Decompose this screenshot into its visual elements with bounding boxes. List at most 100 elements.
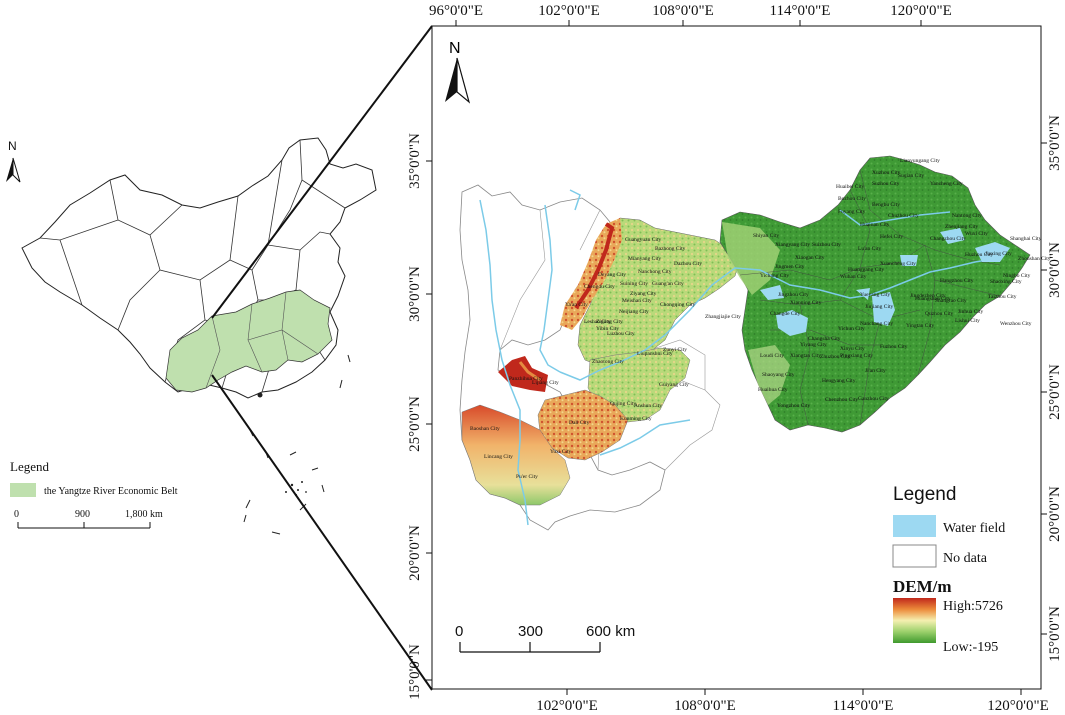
city-label: Kunming City bbox=[620, 416, 652, 422]
dem-title: DEM/m bbox=[893, 577, 952, 596]
city-label: Qujing City bbox=[610, 401, 636, 407]
city-label: Mianyang City bbox=[628, 256, 661, 262]
city-label: Shaoxing City bbox=[990, 279, 1022, 285]
inset-belt-region bbox=[165, 289, 333, 393]
city-label: Lincang City bbox=[484, 454, 513, 460]
city-label: Nanchang City bbox=[860, 321, 893, 327]
city-label: Nanchong City bbox=[638, 269, 672, 275]
city-label: Suizhou City bbox=[812, 242, 841, 248]
city-label: Loudi City bbox=[760, 353, 784, 359]
city-label: Chengdu City bbox=[584, 284, 615, 290]
city-label: Ya'an City bbox=[565, 302, 588, 308]
china-outline bbox=[21, 137, 377, 399]
city-label: Hangzhou City bbox=[940, 278, 974, 284]
city-label: Jingdezhen City bbox=[910, 293, 946, 299]
city-label: Fuyang City bbox=[838, 209, 866, 215]
inset-scale-900: 900 bbox=[75, 509, 90, 520]
city-label: Huanggang City bbox=[848, 267, 884, 273]
main-scale-0: 0 bbox=[455, 623, 463, 640]
city-label: Changsha City bbox=[808, 336, 841, 342]
city-label: Fuzhou City bbox=[880, 344, 908, 350]
inset-scale-bar bbox=[17, 522, 151, 529]
yunnan-southwest-region bbox=[461, 404, 571, 506]
no-data-swatch bbox=[892, 544, 937, 568]
city-label: Shanghai City bbox=[1010, 236, 1042, 242]
city-label: Shaoyang City bbox=[762, 372, 795, 378]
main-scale-300: 300 bbox=[518, 623, 543, 640]
rivers bbox=[479, 189, 1001, 526]
main-map-frame bbox=[431, 25, 1042, 690]
city-label: Meishan City bbox=[622, 298, 652, 304]
inset-legend-title: Legend bbox=[10, 459, 49, 474]
right-tick-30n: 30°0'0"N bbox=[1047, 242, 1063, 298]
city-label: Pu'er City bbox=[516, 474, 538, 480]
left-tick-25n: 25°0'0"N bbox=[407, 396, 423, 452]
city-label: Jiaxing City bbox=[985, 251, 1012, 257]
main-legend: Legend Water field No data DEM/m High:57… bbox=[892, 484, 1005, 655]
city-label: Xinyu City bbox=[840, 346, 865, 352]
city-label: Lishui City bbox=[955, 318, 980, 324]
lijiang-high-region bbox=[498, 356, 548, 392]
city-label: Leshan City bbox=[584, 319, 611, 325]
city-label: Zhaotong City bbox=[592, 359, 624, 365]
city-label: Yichang City bbox=[760, 273, 789, 279]
dem-high-label: High:5726 bbox=[943, 599, 1003, 614]
city-label: Anshun City bbox=[634, 403, 662, 409]
inset-scale-1800: 1,800 km bbox=[125, 509, 163, 520]
left-tick-20n: 20°0'0"N bbox=[407, 525, 423, 581]
left-tick-15n: 15°0'0"N bbox=[407, 644, 423, 700]
city-label: Changzhou City bbox=[930, 236, 966, 242]
city-label: Deyang City bbox=[598, 272, 626, 278]
city-label: Dali City bbox=[569, 420, 590, 426]
left-tick-30n: 30°0'0"N bbox=[407, 266, 423, 322]
city-label: Taizhou City bbox=[988, 294, 1017, 300]
city-label: Liupanshui City bbox=[637, 351, 673, 357]
city-label: Guiyang City bbox=[659, 382, 689, 388]
top-tick-120e: 120°0'0"E bbox=[890, 3, 952, 19]
city-label: Ji'an City bbox=[865, 368, 886, 374]
inset-legend-label: the Yangtze River Economic Belt bbox=[44, 486, 178, 497]
main-map: 96°0'0"E 102°0'0"E 108°0'0"E 114°0'0"E 1… bbox=[407, 3, 1063, 714]
city-label: Yueyang City bbox=[860, 292, 890, 298]
city-label: Zunyi City bbox=[663, 347, 687, 353]
city-label: Bozhou City bbox=[838, 196, 866, 202]
city-label: Suining City bbox=[620, 281, 648, 287]
city-label: Neijiang City bbox=[619, 309, 649, 315]
city-label: Suqian City bbox=[898, 173, 924, 179]
city-label: Bazhong City bbox=[655, 246, 686, 252]
city-label: Xiangyang City bbox=[775, 242, 810, 248]
main-scale-bar bbox=[459, 642, 601, 653]
city-label: Zhuzhou City bbox=[820, 354, 851, 360]
city-label: Jingzhou City bbox=[778, 292, 809, 298]
bottom-tick-114e: 114°0'0"E bbox=[833, 698, 894, 714]
city-label: Zhenjiang City bbox=[945, 224, 978, 230]
right-tick-25n: 25°0'0"N bbox=[1047, 364, 1063, 420]
bottom-tick-120e: 120°0'0"E bbox=[987, 698, 1049, 714]
city-label: Yibin City bbox=[596, 326, 619, 332]
city-label: Huainan City bbox=[860, 222, 890, 228]
city-label: Huzhou City bbox=[965, 252, 994, 258]
water-field-label: Water field bbox=[943, 521, 1005, 536]
water-field-swatch bbox=[893, 515, 936, 537]
inset-map: N Legend the Yangtze River Economic Belt… bbox=[6, 137, 377, 535]
city-label: Guang'an City bbox=[652, 281, 684, 287]
city-label: Ganzhou City bbox=[858, 396, 889, 402]
city-label: Wuxi City bbox=[965, 231, 988, 237]
city-label: Chuzhou City bbox=[888, 213, 919, 219]
main-north-label: N bbox=[449, 40, 461, 57]
city-label: Lu'an City bbox=[858, 246, 881, 252]
city-label: Changde City bbox=[770, 311, 801, 317]
bottom-tick-108e: 108°0'0"E bbox=[674, 698, 736, 714]
city-label: Guangyuan City bbox=[625, 237, 661, 243]
city-label: Xuzhou City bbox=[872, 170, 901, 176]
right-tick-15n: 15°0'0"N bbox=[1047, 606, 1063, 662]
zoom-connector-lines bbox=[211, 25, 433, 691]
right-tick-35n: 35°0'0"N bbox=[1047, 115, 1063, 171]
city-label: Jinhua City bbox=[958, 309, 983, 315]
sichuan-chongqing-region bbox=[577, 217, 741, 367]
city-label: Huaihua City bbox=[758, 387, 788, 393]
right-tick-20n: 20°0'0"N bbox=[1047, 486, 1063, 542]
left-tick-35n: 35°0'0"N bbox=[407, 133, 423, 189]
